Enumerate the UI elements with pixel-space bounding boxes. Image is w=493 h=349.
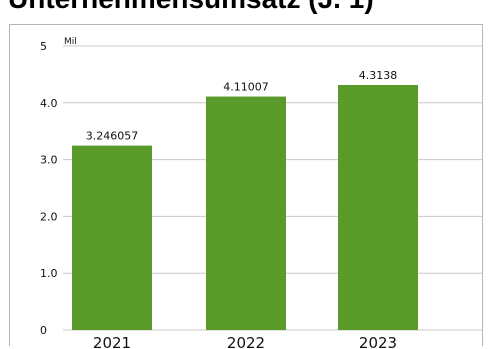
chart-title: Unternehmensumsatz (J. 1) (8, 0, 374, 15)
y-unit-label: Mil (64, 37, 77, 47)
bar (338, 84, 418, 330)
data-label: 4.11007 (223, 81, 269, 94)
y-tick-label: 1.0 (40, 267, 58, 280)
y-tick-label: 2.0 (40, 210, 58, 223)
y-tick-label: 3.0 (40, 154, 58, 167)
data-label: 3.246057 (86, 130, 139, 143)
data-label: 4.3138 (359, 69, 398, 82)
y-tick-label: 5 (40, 40, 47, 53)
x-tick-label: 2023 (359, 334, 397, 349)
bar (206, 96, 286, 330)
chart-panel (9, 24, 483, 346)
x-tick-label: 2021 (93, 334, 131, 349)
bar (72, 145, 152, 330)
y-tick-label: 4.0 (40, 97, 58, 110)
x-tick-label: 2022 (227, 334, 265, 349)
y-tick-label: 0 (40, 324, 47, 337)
